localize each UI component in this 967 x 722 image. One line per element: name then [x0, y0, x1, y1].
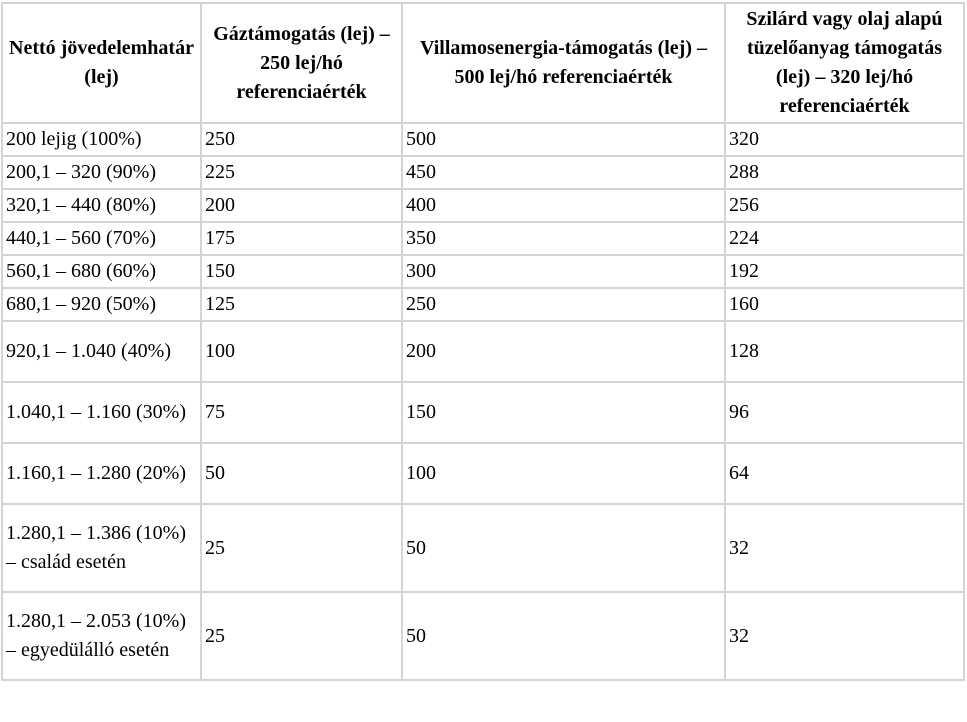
table-row: 320,1 – 440 (80%) 200 400 256: [1, 188, 965, 223]
cell-electricity-value: 50: [401, 591, 726, 681]
cell-income-range: 200 lejig (100%): [1, 122, 202, 157]
cell-income-range: 560,1 – 680 (60%): [1, 254, 202, 289]
cell-solid-fuel-value: 320: [724, 122, 965, 157]
cell-electricity-value: 150: [401, 381, 726, 444]
cell-electricity-value: 50: [401, 503, 726, 593]
cell-solid-fuel-value: 192: [724, 254, 965, 289]
table-row: 1.040,1 – 1.160 (30%) 75 150 96: [1, 381, 965, 444]
cell-electricity-value: 100: [401, 442, 726, 505]
cell-gas-value: 125: [200, 287, 403, 322]
header-solid-fuel-support: Szilárd vagy olaj alapú tüzelőanyag támo…: [724, 2, 965, 124]
cell-solid-fuel-value: 96: [724, 381, 965, 444]
cell-solid-fuel-value: 256: [724, 188, 965, 223]
cell-electricity-value: 300: [401, 254, 726, 289]
header-electricity-support: Villamosenergia-támogatás (lej) – 500 le…: [401, 2, 726, 124]
header-income-limit: Nettó jövedelemhatár (lej): [1, 2, 202, 124]
cell-income-range: 440,1 – 560 (70%): [1, 221, 202, 256]
cell-electricity-value: 350: [401, 221, 726, 256]
cell-gas-value: 200: [200, 188, 403, 223]
document-body: Nettó jövedelemhatár (lej) Gáztámogatás …: [1, 2, 965, 681]
cell-gas-value: 50: [200, 442, 403, 505]
table-row: 200,1 – 320 (90%) 225 450 288: [1, 155, 965, 190]
table-row: 1.280,1 – 1.386 (10%) – család esetén 25…: [1, 503, 965, 593]
cell-income-range: 1.280,1 – 2.053 (10%) – egyedülálló eset…: [1, 591, 202, 681]
table-row: 1.160,1 – 1.280 (20%) 50 100 64: [1, 442, 965, 505]
cell-income-range: 200,1 – 320 (90%): [1, 155, 202, 190]
cell-gas-value: 225: [200, 155, 403, 190]
cell-income-range: 1.040,1 – 1.160 (30%): [1, 381, 202, 444]
cell-gas-value: 250: [200, 122, 403, 157]
cell-income-range: 320,1 – 440 (80%): [1, 188, 202, 223]
cell-electricity-value: 450: [401, 155, 726, 190]
table-row: 440,1 – 560 (70%) 175 350 224: [1, 221, 965, 256]
header-gas-support: Gáztámogatás (lej) – 250 lej/hó referenc…: [200, 2, 403, 124]
cell-income-range: 920,1 – 1.040 (40%): [1, 320, 202, 383]
cell-electricity-value: 200: [401, 320, 726, 383]
cell-income-range: 1.160,1 – 1.280 (20%): [1, 442, 202, 505]
cell-gas-value: 25: [200, 503, 403, 593]
table-row: 1.280,1 – 2.053 (10%) – egyedülálló eset…: [1, 591, 965, 681]
table-header-row: Nettó jövedelemhatár (lej) Gáztámogatás …: [1, 2, 965, 124]
cell-solid-fuel-value: 288: [724, 155, 965, 190]
cell-electricity-value: 500: [401, 122, 726, 157]
cell-income-range: 1.280,1 – 1.386 (10%) – család esetén: [1, 503, 202, 593]
table-row: 560,1 – 680 (60%) 150 300 192: [1, 254, 965, 289]
cell-solid-fuel-value: 64: [724, 442, 965, 505]
cell-solid-fuel-value: 32: [724, 591, 965, 681]
table-row: 680,1 – 920 (50%) 125 250 160: [1, 287, 965, 322]
cell-gas-value: 75: [200, 381, 403, 444]
cell-gas-value: 25: [200, 591, 403, 681]
cell-income-range: 680,1 – 920 (50%): [1, 287, 202, 322]
cell-solid-fuel-value: 32: [724, 503, 965, 593]
cell-electricity-value: 400: [401, 188, 726, 223]
cell-gas-value: 150: [200, 254, 403, 289]
table-row: 200 lejig (100%) 250 500 320: [1, 122, 965, 157]
cell-solid-fuel-value: 224: [724, 221, 965, 256]
cell-gas-value: 175: [200, 221, 403, 256]
cell-gas-value: 100: [200, 320, 403, 383]
cell-solid-fuel-value: 128: [724, 320, 965, 383]
cell-solid-fuel-value: 160: [724, 287, 965, 322]
table-row: 920,1 – 1.040 (40%) 100 200 128: [1, 320, 965, 383]
cell-electricity-value: 250: [401, 287, 726, 322]
energy-support-table: Nettó jövedelemhatár (lej) Gáztámogatás …: [1, 2, 965, 681]
